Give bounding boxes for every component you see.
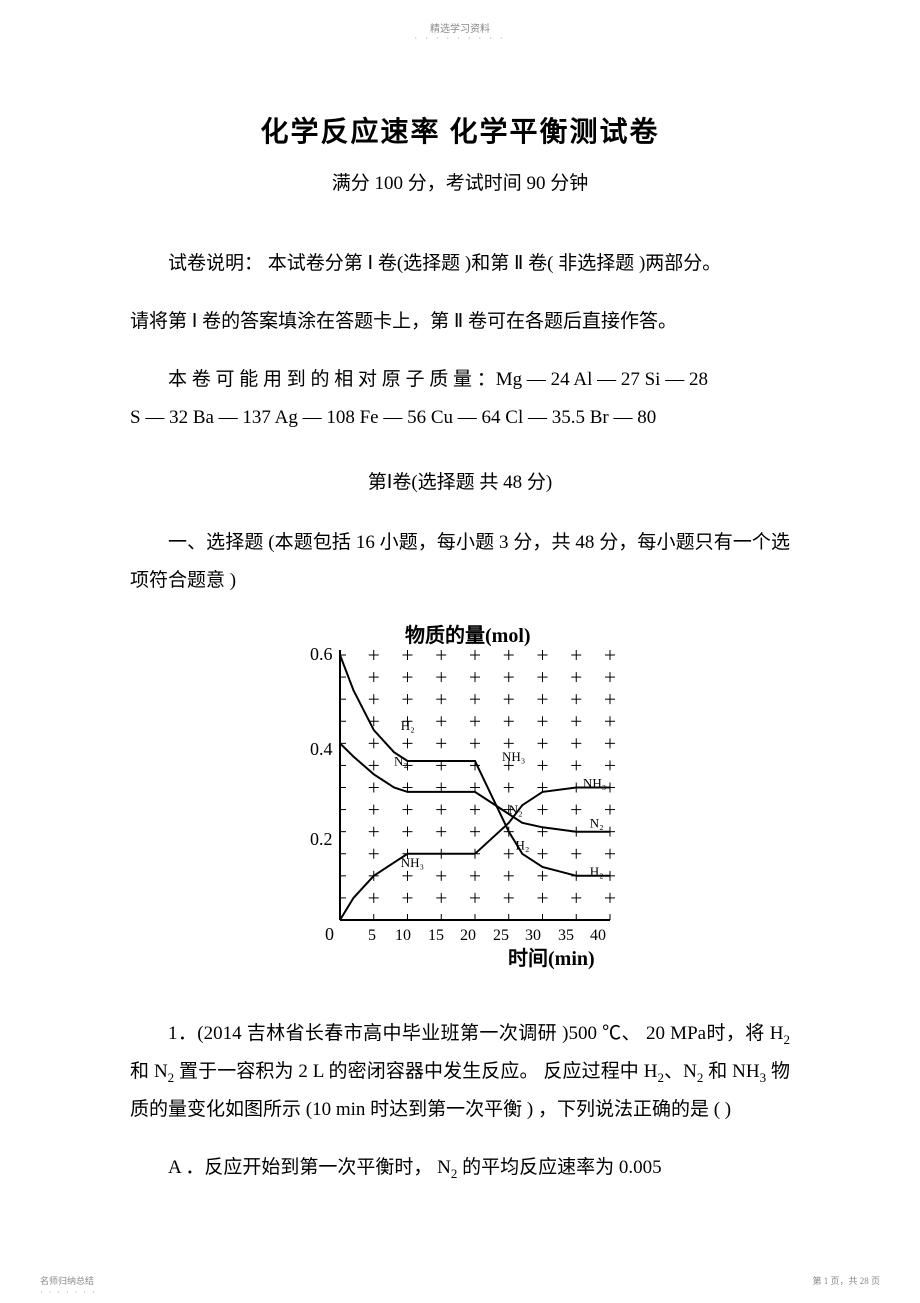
q1-sub1: 2: [784, 1032, 791, 1047]
xtick-35: 35: [558, 927, 574, 944]
svg-text:N₂: N₂: [590, 815, 604, 830]
xtick-30: 30: [525, 927, 541, 944]
exam-title: 化学反应速率 化学平衡测试卷: [130, 110, 790, 150]
svg-text:N₂: N₂: [509, 802, 523, 817]
question-1-chart: 物质的量(mol) 0.6 0.4 0.2 0 5 10 15 20 25 30…: [130, 620, 790, 985]
chart-xlabel: 时间(min): [508, 947, 595, 970]
optA-text-2: 的平均反应速率为 0.005: [457, 1157, 661, 1178]
ytick-0.4: 0.4: [310, 739, 333, 759]
xtick-15: 15: [428, 927, 444, 944]
footer-dots-left: · · · · · · ·: [40, 1288, 97, 1297]
svg-text:H₂: H₂: [590, 864, 604, 879]
svg-text:N₂: N₂: [394, 753, 408, 768]
atomic-mass-line2: S — 32 Ba — 137 Ag — 108 Fe — 56 Cu — 64…: [130, 399, 790, 437]
section-1-header: 第Ⅰ卷(选择题 共 48 分): [130, 467, 790, 494]
q1-text-5: 和 NH: [703, 1061, 759, 1082]
option-a: A ．反应开始到第一次平衡时， N2 的平均反应速率为 0.005: [130, 1149, 790, 1187]
atomic-mass-line1: 本 卷 可 能 用 到 的 相 对 原 子 质 量 ：Mg — 24 Al — …: [130, 361, 790, 399]
q1-text-2: 和 N: [130, 1061, 168, 1082]
chart-ylabel: 物质的量(mol): [405, 623, 531, 647]
mc-instructions: 一、选择题 (本题包括 16 小题，每小题 3 分，共 48 分，每小题只有一个…: [130, 524, 790, 600]
ytick-0.2: 0.2: [310, 829, 333, 849]
optA-text-1: A ．反应开始到第一次平衡时， N: [168, 1157, 451, 1178]
svg-text:H₂: H₂: [516, 837, 530, 852]
xtick-25: 25: [493, 927, 509, 944]
svg-text:NH₃: NH₃: [401, 855, 424, 870]
exam-subtitle: 满分 100 分，考试时间 90 分钟: [130, 168, 790, 195]
watermark-dots-top: · · · · · · · · ·: [415, 34, 506, 43]
watermark-top: 精选学习资料: [430, 20, 490, 35]
ytick-0.6: 0.6: [310, 644, 333, 664]
xtick-10: 10: [395, 927, 411, 944]
q1-text-1: 1．(2014 吉林省长春市高中毕业班第一次调研 )500 ℃、 20 MPa时…: [168, 1023, 784, 1044]
svg-text:NH₃: NH₃: [502, 749, 525, 764]
q1-text-3: 置于一容积为 2 L 的密闭容器中发生反应。 反应过程中 H: [174, 1061, 657, 1082]
question-1-text: 1．(2014 吉林省长春市高中毕业班第一次调研 )500 ℃、 20 MPa时…: [130, 1015, 790, 1129]
footer-right: 第 1 页，共 28 页: [812, 1274, 880, 1287]
footer-left: 名师归纳总结: [40, 1274, 94, 1287]
q1-text-4: 、N: [664, 1061, 697, 1082]
xtick-0: 0: [325, 924, 334, 944]
svg-text:NH₃: NH₃: [583, 776, 606, 791]
mol-time-chart: 物质的量(mol) 0.6 0.4 0.2 0 5 10 15 20 25 30…: [290, 620, 630, 980]
svg-text:H₂: H₂: [401, 718, 415, 733]
xtick-40: 40: [590, 927, 606, 944]
cross-grid: [340, 650, 615, 920]
xtick-5: 5: [368, 927, 376, 944]
instructions-p1: 试卷说明： 本试卷分第 Ⅰ 卷(选择题 )和第 Ⅱ 卷( 非选择题 )两部分。: [130, 245, 790, 283]
xtick-20: 20: [460, 927, 476, 944]
instructions-p2: 请将第 Ⅰ 卷的答案填涂在答题卡上，第 Ⅱ 卷可在各题后直接作答。: [130, 303, 790, 341]
page-content: 化学反应速率 化学平衡测试卷 满分 100 分，考试时间 90 分钟 试卷说明：…: [130, 110, 790, 1207]
